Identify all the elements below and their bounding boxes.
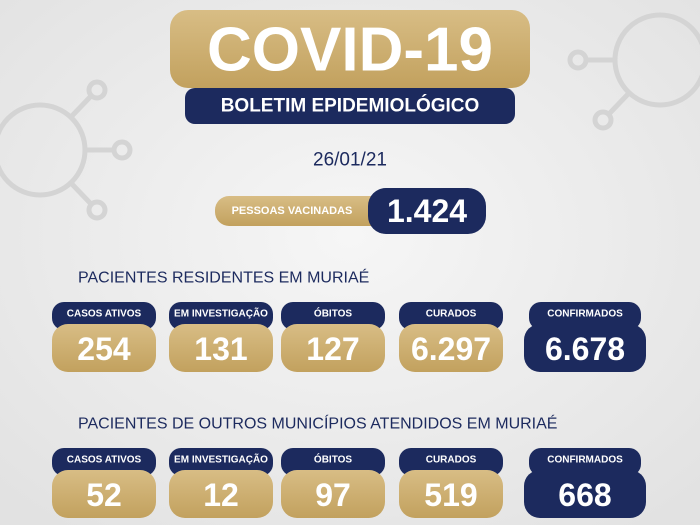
- section-title: PACIENTES DE OUTROS MUNICÍPIOS ATENDIDOS…: [78, 414, 557, 433]
- card-label: EM INVESTIGAÇÃO: [174, 453, 268, 466]
- subtitle-banner: [185, 88, 515, 124]
- card-label: ÓBITOS: [314, 307, 352, 320]
- card-value-pill: [524, 470, 646, 518]
- card-label: CASOS ATIVOS: [67, 455, 142, 466]
- card-label: EM INVESTIGAÇÃO: [174, 307, 268, 320]
- card-label: CONFIRMADOS: [547, 309, 623, 320]
- card-value-pill: [524, 324, 646, 372]
- card-label-pill: [529, 302, 641, 330]
- vaccinated-value: 1.424: [387, 193, 467, 229]
- card-label-pill: [281, 448, 385, 476]
- card-label: CURADOS: [426, 309, 477, 320]
- vaccinated-label-pill: [215, 196, 385, 226]
- card-value-pill: [52, 324, 156, 372]
- section-title: PACIENTES RESIDENTES EM MURIAÉ: [78, 268, 369, 287]
- card-value-pill: [281, 470, 385, 518]
- card-label-pill: [281, 302, 385, 330]
- subtitle: BOLETIM EPIDEMIOLÓGICO: [221, 95, 480, 117]
- vaccinated-label: PESSOAS VACINADAS: [232, 205, 353, 217]
- card-value: 6.297: [411, 331, 491, 367]
- card-value: 668: [558, 477, 611, 513]
- virus-decoration: [0, 12, 700, 221]
- card-value-pill: [399, 470, 503, 518]
- date: 26/01/21: [313, 150, 387, 171]
- card-value: 254: [77, 331, 131, 367]
- card-value: 6.678: [545, 331, 625, 367]
- card-label-pill: [529, 448, 641, 476]
- card-label-pill: [399, 302, 503, 330]
- card-label-pill: [399, 448, 503, 476]
- card-value-pill: [169, 324, 273, 372]
- card-label: CURADOS: [426, 455, 477, 466]
- vaccinated-value-pill: [368, 188, 486, 234]
- card-value: 519: [424, 477, 477, 513]
- card-value-pill: [169, 470, 273, 518]
- card-label: CASOS ATIVOS: [67, 309, 142, 320]
- card-label-pill: [169, 448, 273, 476]
- card-value-pill: [399, 324, 503, 372]
- card-label: CONFIRMADOS: [547, 455, 623, 466]
- card-value-pill: [281, 324, 385, 372]
- title-banner: [170, 10, 530, 88]
- card-value-pill: [52, 470, 156, 518]
- card-label-pill: [52, 448, 156, 476]
- card-label-pill: [52, 302, 156, 330]
- card-value: 97: [315, 477, 351, 513]
- card-value: 52: [86, 477, 122, 513]
- title: COVID-19: [207, 16, 493, 85]
- card-value: 127: [306, 331, 359, 367]
- card-value: 12: [203, 477, 239, 513]
- card-label: ÓBITOS: [314, 453, 352, 466]
- card-value: 131: [194, 331, 247, 367]
- sections: PACIENTES RESIDENTES EM MURIAÉ CASOS ATIV…: [52, 268, 646, 518]
- card-label-pill: [169, 302, 273, 330]
